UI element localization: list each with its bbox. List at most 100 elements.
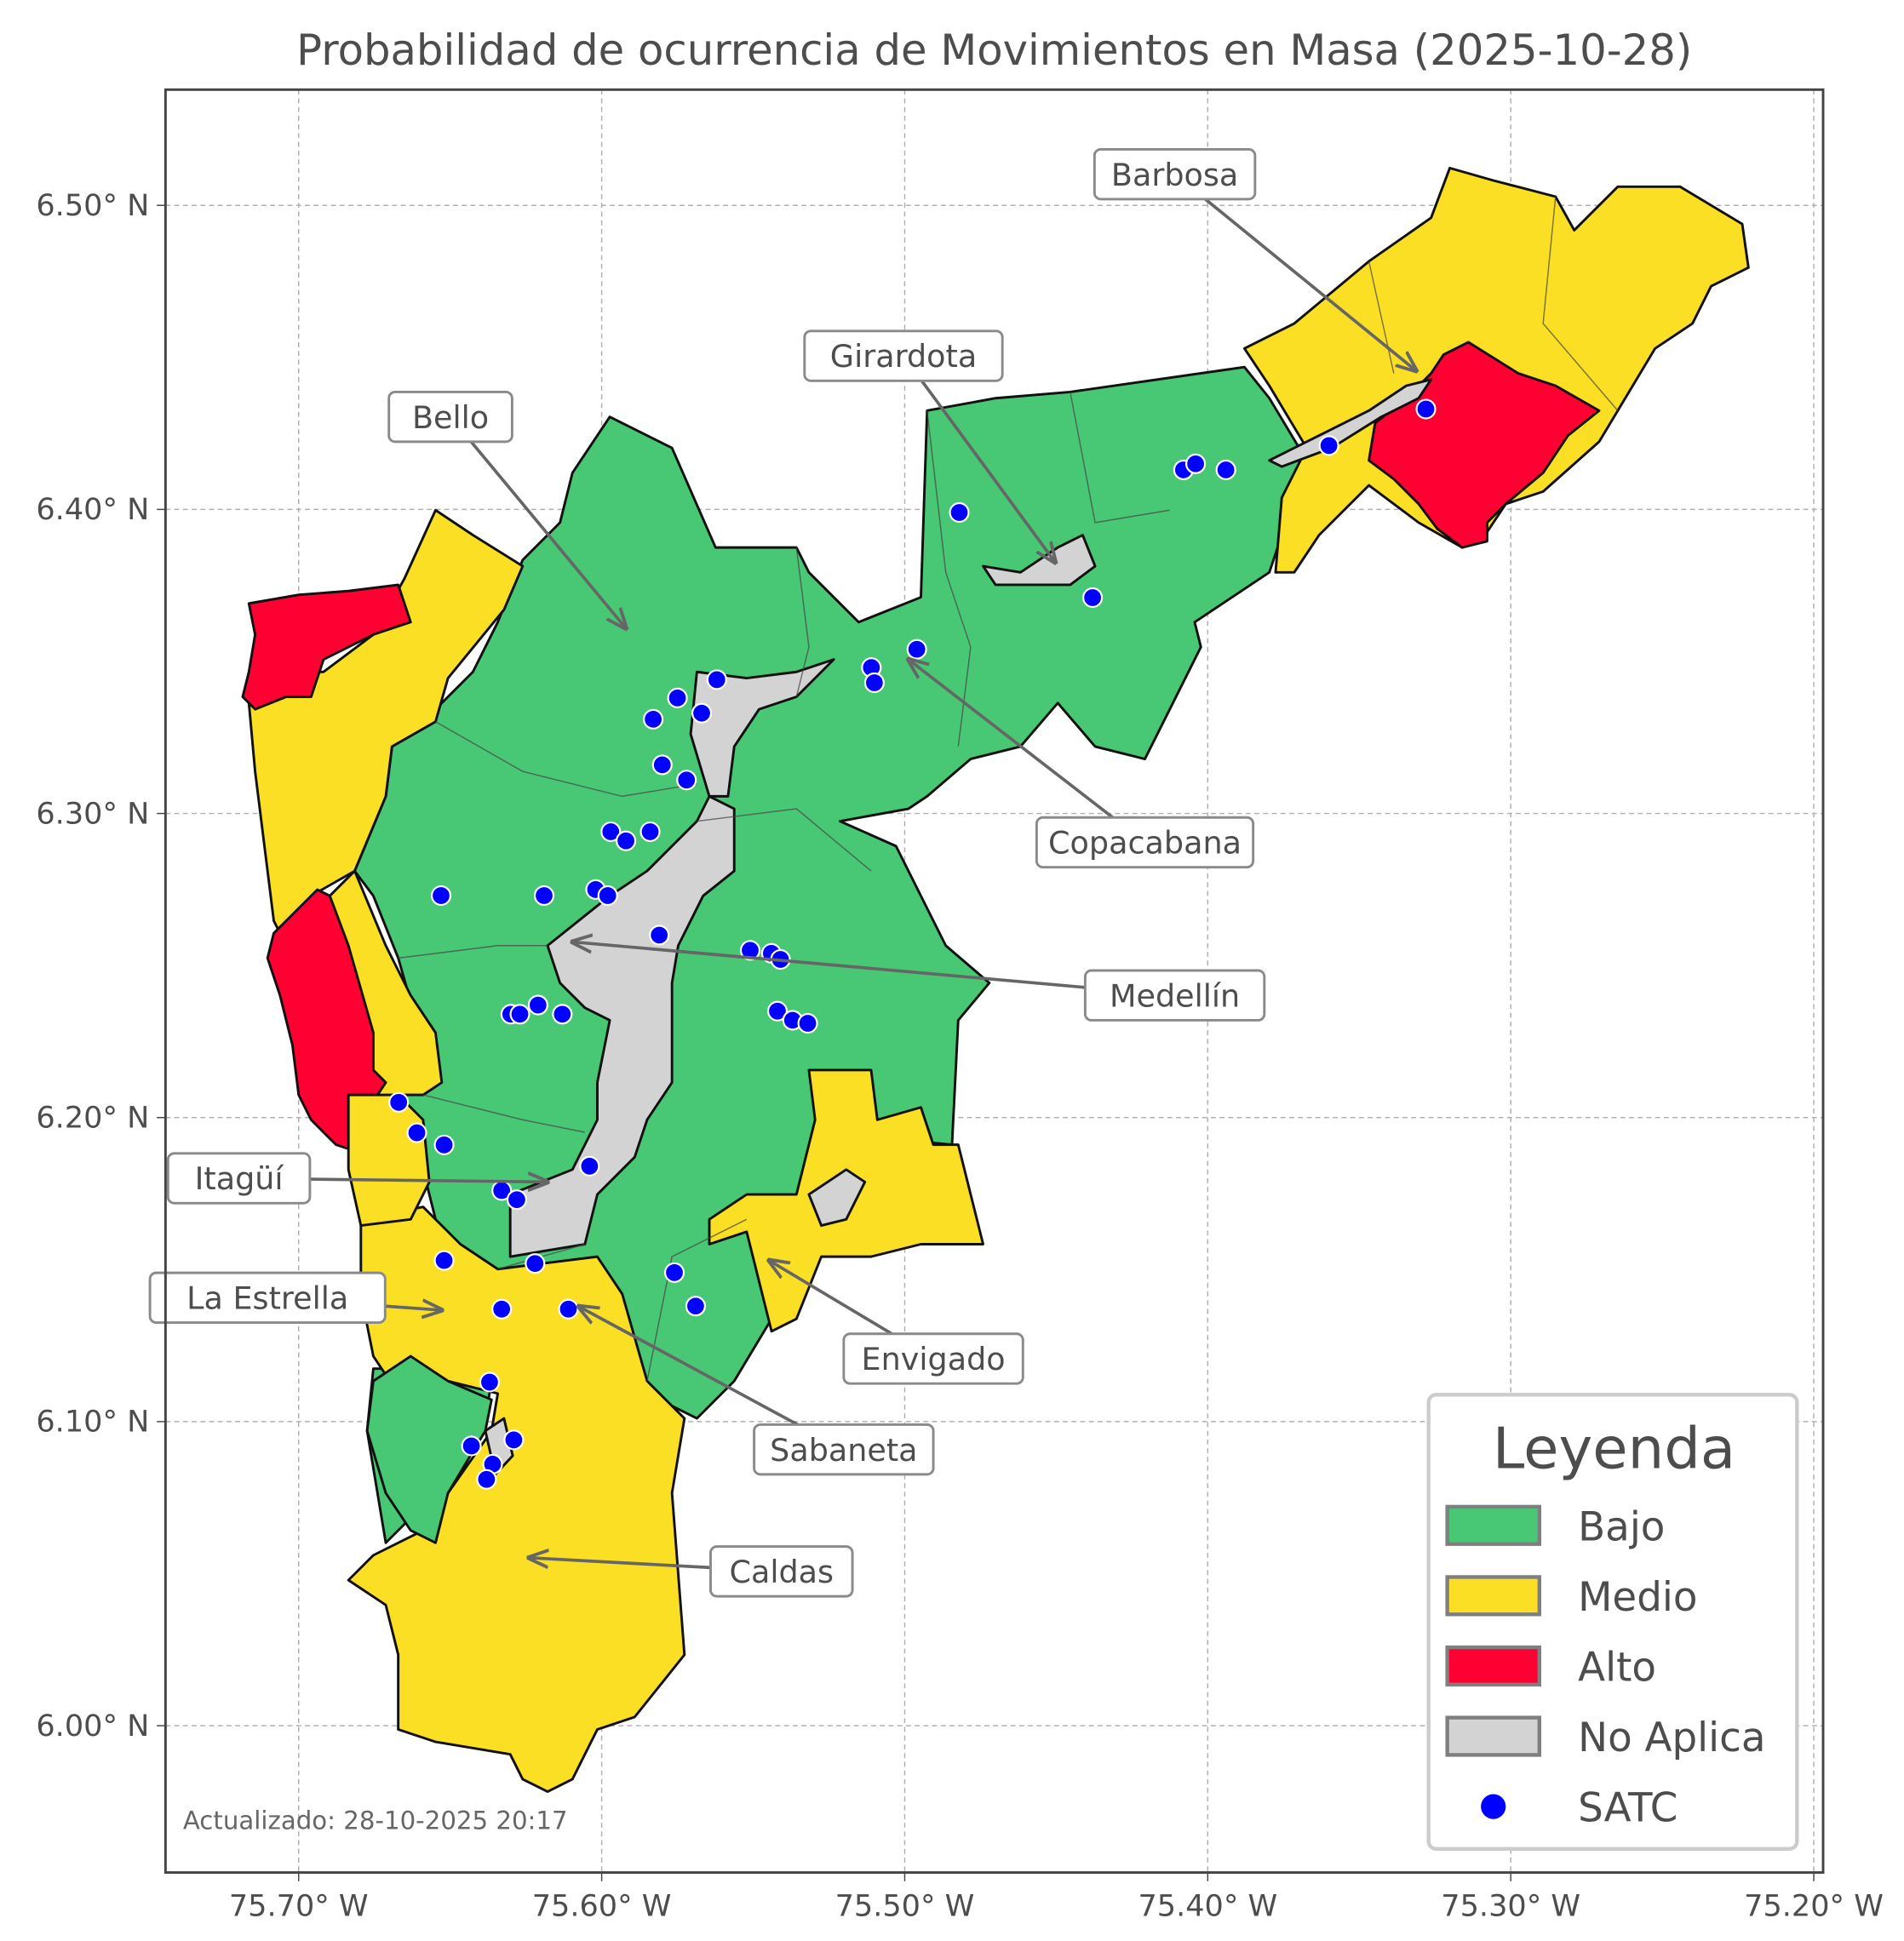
label-caldas: Caldas: [529, 1545, 854, 1598]
annotation-text: Bello: [412, 399, 489, 436]
annotation-box: [1035, 816, 1255, 869]
annotation-box: [753, 1423, 935, 1476]
satc-station-point[interactable]: [509, 1004, 530, 1025]
legend-swatch: [1445, 1575, 1541, 1617]
satc-station-point[interactable]: [1185, 453, 1207, 474]
satc-station-point[interactable]: [949, 501, 970, 524]
satc-station-point[interactable]: [639, 821, 661, 843]
satc-station-point[interactable]: [597, 885, 618, 907]
map-title: Probabilidad de ocurrencia de Movimiento…: [296, 26, 1692, 75]
satc-station-point[interactable]: [649, 925, 670, 946]
region-no-aplica-barbosa: [1268, 378, 1433, 468]
annotation-box: [842, 1332, 1024, 1385]
satc-station-point[interactable]: [685, 1296, 706, 1317]
satc-station-point[interactable]: [491, 1298, 513, 1320]
y-tick-label: 6.40° N: [36, 492, 149, 527]
y-tick-label: 6.00° N: [36, 1709, 149, 1743]
satc-station-point[interactable]: [461, 1435, 482, 1457]
risk-regions: [241, 166, 1750, 1794]
x-tick-label: 75.50° W: [835, 1889, 975, 1924]
annotation-box: [166, 1152, 312, 1205]
legend-item-no-aplica: No Aplica: [1445, 1715, 1766, 1761]
annotation-box: [387, 390, 513, 444]
satc-station-point[interactable]: [1415, 398, 1437, 420]
satc-station-point[interactable]: [766, 1000, 789, 1022]
legend: Leyenda Bajo Medio Alto No Aplica SATC: [1426, 1393, 1799, 1851]
satc-station-point[interactable]: [706, 669, 727, 690]
satc-points: [388, 398, 1437, 1490]
region-alto-west: [266, 888, 387, 1153]
update-footnote: Actualizado: 28-10-2025 20:17: [183, 1806, 568, 1835]
region-alto-northwest: [241, 583, 412, 711]
satc-station-point[interactable]: [579, 1155, 600, 1177]
satc-station-point[interactable]: [525, 1253, 546, 1274]
region-no-aplica-bello: [689, 658, 835, 798]
x-tick-label: 75.60° W: [532, 1889, 672, 1924]
region-medio-south: [347, 1205, 686, 1794]
satc-station-point[interactable]: [506, 1189, 528, 1211]
legend-item-alto: Alto: [1445, 1645, 1656, 1691]
satc-station-point[interactable]: [676, 770, 697, 791]
satc-station-point[interactable]: [739, 940, 761, 961]
x-tick-label: 75.40° W: [1138, 1889, 1277, 1924]
satc-station-point[interactable]: [797, 1012, 818, 1034]
y-tick-label: 6.20° N: [36, 1100, 149, 1135]
label-itag-: Itagüí: [166, 1152, 548, 1205]
annotation-text: Sabaneta: [770, 1432, 917, 1469]
label-copacabana: Copacabana: [909, 660, 1255, 869]
region-no-aplica-medellin: [508, 794, 736, 1258]
label-envigado: Envigado: [769, 1261, 1024, 1385]
satc-station-point[interactable]: [476, 1469, 497, 1490]
satc-station-point[interactable]: [1215, 459, 1236, 481]
satc-station-point[interactable]: [406, 1122, 427, 1143]
annotation-box: [148, 1271, 387, 1325]
satc-station-point[interactable]: [558, 1298, 579, 1320]
satc-station-point[interactable]: [663, 1262, 685, 1283]
satc-station-point[interactable]: [388, 1091, 410, 1113]
satc-station-point[interactable]: [533, 885, 555, 907]
legend-label: Alto: [1578, 1645, 1656, 1691]
label-girardota: Girardota: [803, 329, 1055, 563]
legend-swatch: [1445, 1715, 1541, 1757]
label-bello: Bello: [387, 390, 626, 628]
annotation-box: [1083, 969, 1266, 1022]
x-tick-label: 75.70° W: [229, 1889, 369, 1924]
annotation-text: Itagüí: [195, 1160, 285, 1197]
x-tick-label: 75.30° W: [1441, 1889, 1580, 1924]
satc-station-point[interactable]: [906, 638, 927, 660]
satc-station-point[interactable]: [1082, 587, 1104, 609]
satc-station-point[interactable]: [503, 1429, 525, 1451]
satc-station-point[interactable]: [863, 672, 885, 694]
annotation-text: La Estrella: [186, 1280, 348, 1317]
legend-label: Medio: [1578, 1575, 1697, 1621]
satc-station-point[interactable]: [600, 821, 622, 843]
satc-station-point[interactable]: [667, 687, 688, 708]
satc-station-point[interactable]: [1318, 435, 1339, 456]
annotation-arrow: [902, 354, 1055, 563]
annotation-box: [709, 1545, 854, 1598]
y-tick-label: 6.10° N: [36, 1405, 149, 1440]
label-barbosa: Barbosa: [1093, 147, 1416, 370]
satc-station-point[interactable]: [651, 754, 673, 776]
annotation-arrow: [449, 415, 626, 628]
legend-item-satc: SATC: [1481, 1786, 1677, 1832]
legend-swatch: [1445, 1504, 1541, 1546]
annotation-text: Copacabana: [1048, 825, 1242, 862]
satc-station-point[interactable]: [552, 1004, 573, 1025]
region-bajo-la-estrella: [365, 1354, 493, 1544]
satc-station-point[interactable]: [433, 1250, 455, 1271]
annotation-text: Medellín: [1110, 977, 1240, 1014]
satc-station-point[interactable]: [691, 702, 713, 724]
legend-marker: [1481, 1794, 1506, 1819]
satc-station-point[interactable]: [643, 708, 664, 730]
annotation-box: [1093, 147, 1257, 201]
satc-station-point[interactable]: [433, 1134, 455, 1155]
satc-station-point[interactable]: [479, 1371, 500, 1393]
label-medell-n: Medellín: [572, 942, 1266, 1022]
satc-station-point[interactable]: [430, 885, 452, 907]
satc-station-point[interactable]: [616, 830, 637, 851]
satc-station-point[interactable]: [527, 994, 548, 1016]
legend-label: Bajo: [1578, 1504, 1665, 1550]
annotation-arrow: [572, 942, 1175, 998]
